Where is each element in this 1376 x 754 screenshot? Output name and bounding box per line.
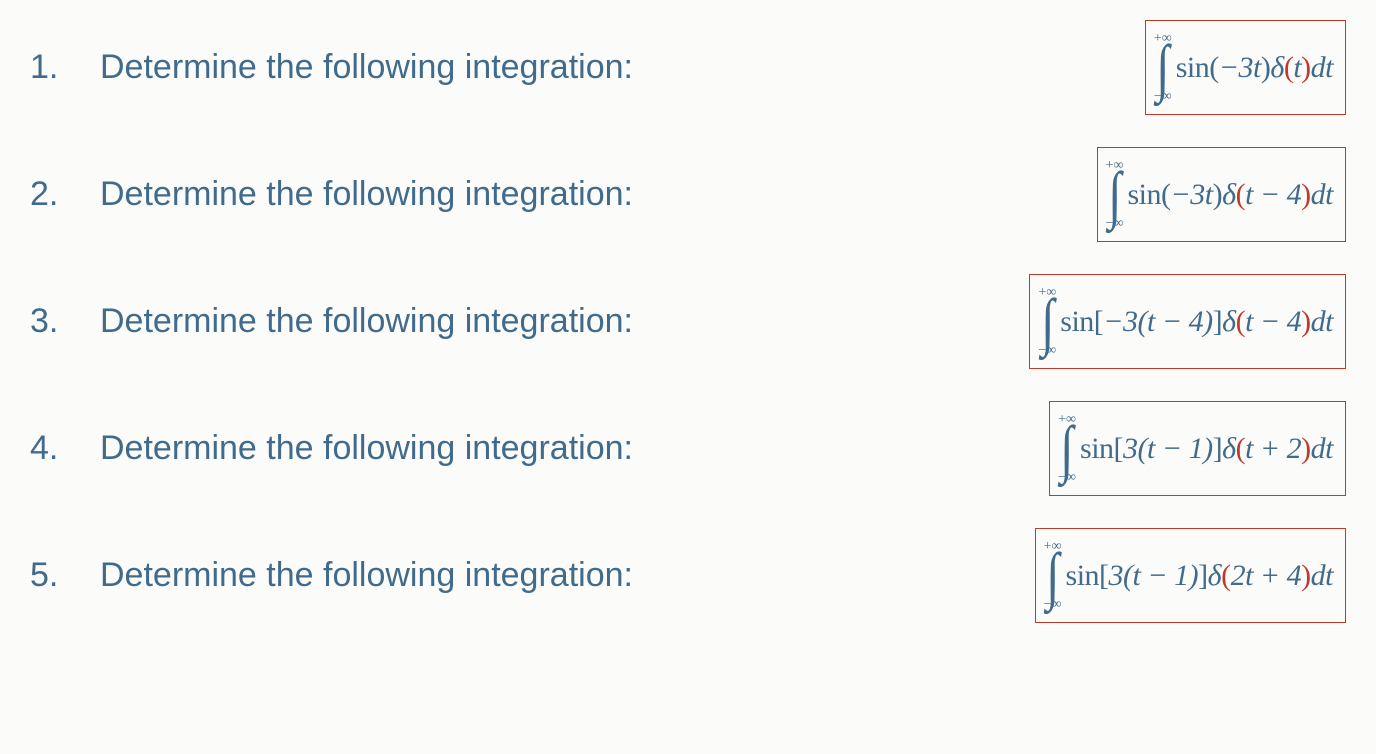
integral-sign-icon: ∫: [1156, 44, 1169, 92]
delta-arg-close: ): [1301, 51, 1311, 84]
problem-text: Determine the following integration:: [100, 429, 1049, 468]
formula-box: +∞ ∫ −∞ sin(−3t)δ(t − 4)dt: [1097, 147, 1346, 242]
delta-arg-open: (: [1221, 559, 1231, 592]
arg: −3(t − 4): [1103, 305, 1212, 338]
arg-open: (: [1209, 51, 1219, 84]
arg-open: (: [1161, 178, 1171, 211]
func: sin: [1128, 178, 1162, 211]
formula-box: +∞ ∫ −∞ sin[3(t − 1)]δ(t + 2)dt: [1049, 401, 1346, 496]
arg-open: [: [1094, 305, 1104, 338]
delta-arg-open: (: [1284, 51, 1294, 84]
arg: 3(t − 1): [1123, 432, 1213, 465]
integral: +∞ ∫ −∞ sin(−3t)δ(t − 4)dt: [1106, 159, 1333, 231]
delta-arg-close: ): [1301, 432, 1311, 465]
problem-number: 2.: [30, 175, 100, 214]
integral-sign-icon: ∫: [1108, 171, 1121, 219]
integrand: sin(−3t)δ(t)dt: [1176, 51, 1333, 85]
problem-row: 1. Determine the following integration: …: [30, 20, 1346, 115]
problem-text: Determine the following integration:: [100, 175, 1097, 214]
arg: −3t: [1219, 51, 1261, 84]
problem-list: 1. Determine the following integration: …: [30, 20, 1346, 623]
integrand: sin[3(t − 1)]δ(t + 2)dt: [1080, 432, 1333, 466]
delta-icon: δ: [1222, 432, 1235, 465]
delta-arg-close: ): [1301, 305, 1311, 338]
integral-symbol: +∞ ∫ −∞: [1106, 159, 1124, 231]
delta-icon: δ: [1222, 178, 1235, 211]
differential: dt: [1311, 51, 1333, 84]
integral-sign-icon: ∫: [1046, 552, 1059, 600]
delta-arg: t: [1293, 51, 1301, 84]
delta-arg-open: (: [1236, 432, 1246, 465]
delta-arg: t + 2: [1245, 432, 1301, 465]
delta-icon: δ: [1208, 559, 1221, 592]
integral: +∞ ∫ −∞ sin(−3t)δ(t)dt: [1154, 32, 1333, 104]
arg-open: [: [1114, 432, 1124, 465]
func: sin: [1066, 559, 1100, 592]
integral: +∞ ∫ −∞ sin[−3(t − 4)]δ(t − 4)dt: [1038, 286, 1333, 358]
delta-arg: 2t + 4: [1231, 559, 1302, 592]
differential: dt: [1311, 432, 1333, 465]
problem-text: Determine the following integration:: [100, 556, 1035, 595]
integral-sign-icon: ∫: [1061, 425, 1074, 473]
arg-close: ]: [1213, 432, 1223, 465]
delta-icon: δ: [1222, 305, 1235, 338]
differential: dt: [1311, 305, 1333, 338]
problem-number: 3.: [30, 302, 100, 341]
delta-arg-open: (: [1236, 305, 1246, 338]
integrand: sin(−3t)δ(t − 4)dt: [1128, 178, 1334, 212]
formula-box: +∞ ∫ −∞ sin(−3t)δ(t)dt: [1145, 20, 1346, 115]
func: sin: [1080, 432, 1114, 465]
formula-box: +∞ ∫ −∞ sin[3(t − 1)]δ(2t + 4)dt: [1035, 528, 1346, 623]
problem-row: 5. Determine the following integration: …: [30, 528, 1346, 623]
delta-arg: t − 4: [1245, 305, 1301, 338]
delta-arg: t − 4: [1245, 178, 1301, 211]
arg-close: ]: [1213, 305, 1223, 338]
func: sin: [1176, 51, 1210, 84]
differential: dt: [1311, 559, 1333, 592]
arg: 3(t − 1): [1109, 559, 1199, 592]
arg-close: ): [1261, 51, 1271, 84]
problem-row: 4. Determine the following integration: …: [30, 401, 1346, 496]
arg-close: ): [1213, 178, 1223, 211]
integral-symbol: +∞ ∫ −∞: [1044, 540, 1062, 612]
problem-number: 1.: [30, 48, 100, 87]
integral: +∞ ∫ −∞ sin[3(t − 1)]δ(t + 2)dt: [1058, 413, 1333, 485]
problem-text: Determine the following integration:: [100, 48, 1145, 87]
problem-number: 4.: [30, 429, 100, 468]
delta-icon: δ: [1270, 51, 1283, 84]
integral-sign-icon: ∫: [1041, 298, 1054, 346]
delta-arg-close: ): [1301, 178, 1311, 211]
delta-arg-close: ): [1301, 559, 1311, 592]
formula-box: +∞ ∫ −∞ sin[−3(t − 4)]δ(t − 4)dt: [1029, 274, 1346, 369]
problem-number: 5.: [30, 556, 100, 595]
differential: dt: [1311, 178, 1333, 211]
integral-symbol: +∞ ∫ −∞: [1154, 32, 1172, 104]
delta-arg-open: (: [1236, 178, 1246, 211]
arg-close: ]: [1198, 559, 1208, 592]
problem-row: 2. Determine the following integration: …: [30, 147, 1346, 242]
integrand: sin[3(t − 1)]δ(2t + 4)dt: [1066, 559, 1333, 593]
integrand: sin[−3(t − 4)]δ(t − 4)dt: [1060, 305, 1333, 339]
func: sin: [1060, 305, 1094, 338]
integral: +∞ ∫ −∞ sin[3(t − 1)]δ(2t + 4)dt: [1044, 540, 1333, 612]
problem-text: Determine the following integration:: [100, 302, 1029, 341]
arg-open: [: [1099, 559, 1109, 592]
integral-symbol: +∞ ∫ −∞: [1038, 286, 1056, 358]
problem-row: 3. Determine the following integration: …: [30, 274, 1346, 369]
integral-symbol: +∞ ∫ −∞: [1058, 413, 1076, 485]
arg: −3t: [1171, 178, 1213, 211]
